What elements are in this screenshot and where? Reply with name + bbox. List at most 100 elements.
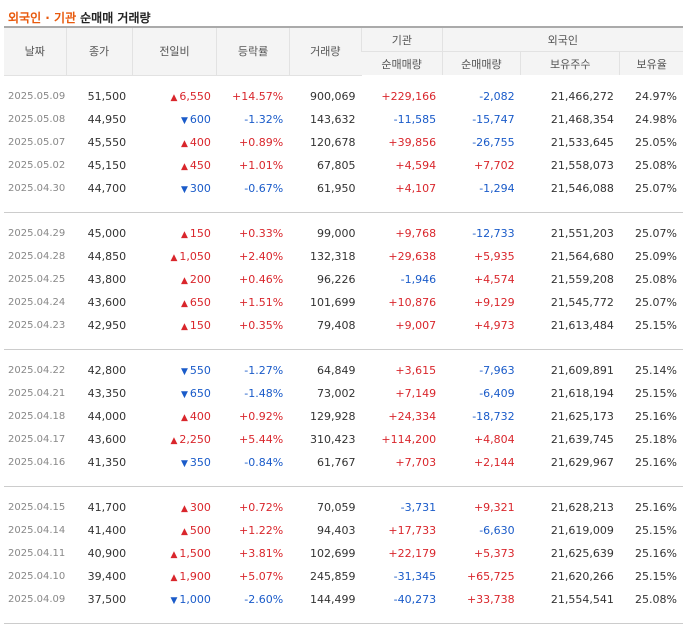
triangle-down-icon: ▼ [180, 458, 188, 469]
cell-shares: 21,628,213 [550, 500, 614, 514]
cell-close: 45,150 [87, 158, 127, 172]
cell-rate: +5.44% [239, 432, 284, 446]
cell-date: 2025.04.18 [8, 410, 66, 422]
cell-foreign: -18,732 [472, 409, 515, 423]
cell-inst: +3,615 [395, 363, 437, 377]
cell-change: ▲ 150 [132, 314, 217, 337]
change-value: 400 [189, 135, 211, 149]
table-row: 2025.04.21 43,350 ▼ 650 -1.48% 73,002 +7,149 -6… [4, 382, 683, 405]
cell-close: 44,000 [87, 409, 127, 423]
cell-close: 43,600 [87, 295, 127, 309]
cell-date: 2025.04.11 [8, 547, 66, 559]
cell-volume: 64,849 [317, 363, 356, 377]
change-value: 600 [189, 112, 211, 126]
cell-shares: 21,619,009 [550, 523, 614, 537]
cell-inst: +114,200 [381, 432, 437, 446]
cell-inst: +17,733 [388, 523, 437, 537]
header-foreign-ratio: 보유율 [619, 51, 683, 75]
group-divider [4, 610, 683, 624]
cell-shares: 21,625,173 [550, 409, 614, 423]
table-row: 2025.04.29 45,000 ▲ 150 +0.33% 99,000 +9,768 -1… [4, 222, 683, 245]
cell-inst: +39,856 [388, 135, 437, 149]
triangle-down-icon: ▼ [180, 115, 188, 126]
cell-change: ▼ 350 [132, 451, 217, 474]
cell-close: 42,950 [87, 318, 127, 332]
change-value: 2,250 [179, 432, 211, 446]
cell-volume: 94,403 [317, 523, 356, 537]
cell-foreign: +5,935 [473, 249, 515, 263]
cell-volume: 67,805 [317, 158, 356, 172]
cell-ratio: 25.08% [635, 158, 677, 172]
cell-volume: 310,423 [310, 432, 356, 446]
cell-date: 2025.04.25 [8, 273, 66, 285]
cell-change: ▲ 300 [132, 496, 217, 519]
cell-volume: 129,928 [310, 409, 356, 423]
cell-foreign: +65,725 [466, 569, 515, 583]
cell-volume: 120,678 [310, 135, 356, 149]
cell-inst: +7,703 [395, 455, 437, 469]
table-row: 2025.04.23 42,950 ▲ 150 +0.35% 79,408 +9,007 +4… [4, 314, 683, 337]
cell-close: 45,000 [87, 226, 127, 240]
cell-ratio: 25.16% [635, 500, 677, 514]
table-row: 2025.05.07 45,550 ▲ 400 +0.89% 120,678 +39,856… [4, 131, 683, 154]
triangle-up-icon: ▲ [170, 252, 178, 263]
cell-close: 43,800 [87, 272, 127, 286]
table-row: 2025.04.09 37,500 ▼ 1,000 -2.60% 144,499 -40,2… [4, 588, 683, 611]
header-institution-group: 기관 [361, 27, 443, 52]
cell-close: 40,900 [87, 546, 127, 560]
cell-foreign: +5,373 [473, 546, 515, 560]
cell-change: ▲ 500 [132, 519, 217, 542]
cell-close: 51,500 [87, 89, 127, 103]
triangle-up-icon: ▲ [180, 229, 188, 240]
header-rate: 등락률 [216, 27, 290, 76]
table-row: 2025.04.30 44,700 ▼ 300 -0.67% 61,950 +4,107 -1… [4, 177, 683, 200]
cell-close: 44,950 [87, 112, 127, 126]
change-value: 200 [189, 272, 211, 286]
cell-volume: 132,318 [310, 249, 356, 263]
header-foreign-net: 순매매량 [441, 51, 521, 75]
cell-volume: 101,699 [310, 295, 356, 309]
change-value: 650 [189, 295, 211, 309]
table-row: 2025.04.10 39,400 ▲ 1,900 +5.07% 245,859 -31,3… [4, 565, 683, 588]
cell-foreign: -12,733 [472, 226, 515, 240]
triangle-up-icon: ▲ [180, 275, 188, 286]
cell-change: ▲ 650 [132, 291, 217, 314]
cell-volume: 143,632 [310, 112, 356, 126]
group-spacer [4, 212, 683, 222]
cell-date: 2025.04.30 [8, 182, 66, 194]
header-volume: 거래량 [288, 27, 362, 76]
cell-inst: +24,334 [388, 409, 437, 423]
table-row: 2025.04.18 44,000 ▲ 400 +0.92% 129,928 +24,334… [4, 405, 683, 428]
cell-inst: -40,273 [393, 592, 437, 606]
cell-inst: +22,179 [388, 546, 437, 560]
cell-date: 2025.05.09 [8, 90, 66, 102]
cell-ratio: 25.07% [635, 181, 677, 195]
change-value: 550 [189, 363, 211, 377]
change-value: 1,900 [179, 569, 211, 583]
cell-inst: +7,149 [395, 386, 437, 400]
cell-shares: 21,620,266 [550, 569, 614, 583]
cell-rate: +5.07% [239, 569, 284, 583]
triangle-up-icon: ▲ [180, 526, 188, 537]
change-value: 300 [189, 181, 211, 195]
cell-rate: +0.92% [239, 409, 284, 423]
table-row: 2025.04.14 41,400 ▲ 500 +1.22% 94,403 +17,733 -… [4, 519, 683, 542]
header-change: 전일비 [131, 27, 217, 76]
change-value: 1,500 [179, 546, 211, 560]
cell-change: ▼ 600 [132, 108, 217, 131]
change-value: 450 [189, 158, 211, 172]
header-date: 날짜 [4, 27, 66, 76]
cell-change: ▲ 6,550 [132, 85, 217, 108]
cell-foreign: +9,321 [473, 500, 515, 514]
cell-shares: 21,609,891 [550, 363, 614, 377]
cell-rate: +0.33% [239, 226, 284, 240]
triangle-up-icon: ▲ [180, 503, 188, 514]
investor-trading-table: 날짜 종가 전일비 등락률 거래량 기관 외국인 순매매량 순매매량 보유주수 … [4, 26, 683, 624]
cell-ratio: 25.15% [635, 523, 677, 537]
cell-close: 44,700 [87, 181, 127, 195]
cell-change: ▲ 1,900 [132, 565, 217, 588]
cell-inst: +10,876 [388, 295, 437, 309]
cell-ratio: 25.05% [635, 135, 677, 149]
cell-foreign: -15,747 [472, 112, 515, 126]
group-divider [4, 199, 683, 213]
